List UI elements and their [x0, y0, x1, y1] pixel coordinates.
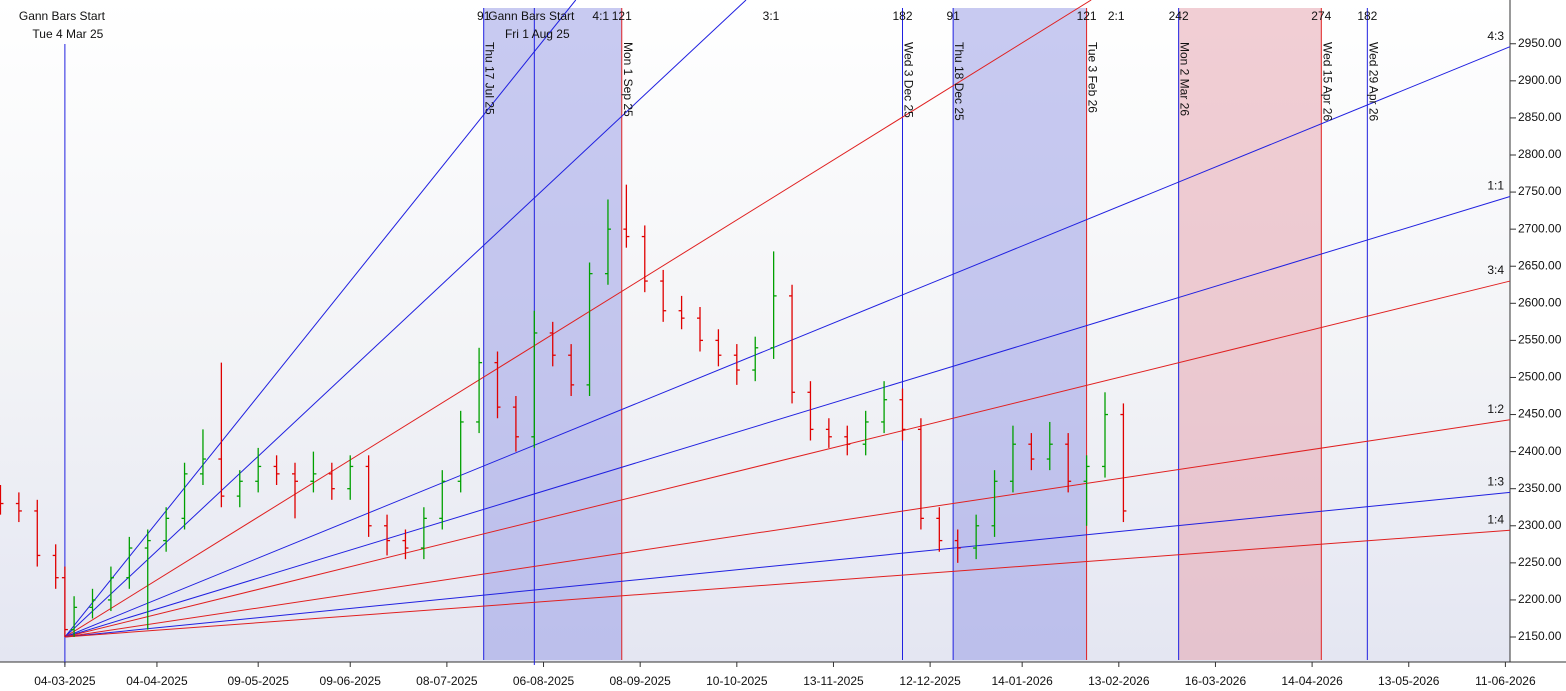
y-tick-label: 2400.00 — [1518, 444, 1562, 458]
y-tick-label: 2600.00 — [1518, 295, 1562, 309]
y-tick-label: 2300.00 — [1518, 518, 1562, 532]
fan-label: 2:1 — [1108, 9, 1125, 23]
x-tick-label: 12-12-2025 — [899, 674, 961, 688]
y-tick-label: 2950.00 — [1518, 36, 1562, 50]
anchor-date: Tue 4 Mar 25 — [32, 27, 103, 41]
time-line-date: Mon 1 Sep 25 — [621, 42, 635, 117]
y-tick-label: 2350.00 — [1518, 481, 1562, 495]
time-line-date: Tue 3 Feb 26 — [1086, 42, 1100, 113]
x-tick-label: 16-03-2026 — [1185, 674, 1247, 688]
fan-label: 1:2 — [1487, 402, 1504, 416]
price-bars — [0, 184, 1127, 638]
x-tick-label: 13-02-2026 — [1088, 674, 1150, 688]
y-tick-label: 2200.00 — [1518, 592, 1562, 606]
fan-line — [64, 0, 1092, 638]
fan-label: 1:1 — [1487, 179, 1504, 193]
y-tick-label: 2850.00 — [1518, 110, 1562, 124]
fan-line — [64, 491, 1511, 638]
x-tick-label: 13-05-2026 — [1378, 674, 1440, 688]
y-tick-label: 2700.00 — [1518, 221, 1562, 235]
x-tick-label: 04-04-2025 — [126, 674, 188, 688]
bar-count: 121 — [1077, 9, 1097, 23]
x-tick-label: 08-07-2025 — [416, 674, 478, 688]
y-tick-label: 2650.00 — [1518, 258, 1562, 272]
anchor-title: Gann Bars Start — [488, 9, 575, 23]
time-band — [1178, 8, 1322, 660]
x-tick-label: 09-05-2025 — [227, 674, 289, 688]
bar-count: 182 — [892, 9, 912, 23]
time-band — [953, 8, 1087, 660]
time-line-date: Thu 18 Dec 25 — [952, 42, 966, 121]
fan-line — [64, 280, 1511, 638]
lines — [64, 0, 1511, 665]
x-tick-label: 09-06-2025 — [320, 674, 382, 688]
bar-count: 91 — [946, 9, 960, 23]
time-line-date: Wed 15 Apr 26 — [1320, 42, 1334, 121]
anchor-date: Fri 1 Aug 25 — [505, 27, 570, 41]
time-line-date: Wed 29 Apr 26 — [1366, 42, 1380, 121]
x-tick-label: 13-11-2025 — [803, 674, 864, 688]
x-tick-label: 14-01-2026 — [991, 674, 1053, 688]
time-line-date: Wed 3 Dec 25 — [902, 42, 916, 118]
bar-count: 274 — [1311, 9, 1331, 23]
y-tick-label: 2150.00 — [1518, 629, 1562, 643]
bar-count: 182 — [1357, 9, 1377, 23]
y-tick-label: 2750.00 — [1518, 184, 1562, 198]
fan-label: 3:4 — [1487, 263, 1504, 277]
y-tick-label: 2800.00 — [1518, 147, 1562, 161]
x-tick-label: 06-08-2025 — [513, 674, 575, 688]
fan-label: 4:3 — [1487, 29, 1504, 43]
anchor-title: Gann Bars Start — [19, 9, 106, 23]
y-tick-label: 2250.00 — [1518, 555, 1562, 569]
y-tick-label: 2550.00 — [1518, 333, 1562, 347]
y-tick-label: 2450.00 — [1518, 407, 1562, 421]
bar-count: 91 — [477, 9, 491, 23]
x-tick-label: 14-04-2026 — [1281, 674, 1343, 688]
bands — [483, 8, 1322, 660]
fan-line — [64, 196, 1511, 638]
fan-label: 3:1 — [763, 9, 780, 23]
x-tick-label: 11-06-2026 — [1475, 674, 1536, 688]
fan-line — [64, 0, 747, 638]
y-tick-label: 2500.00 — [1518, 370, 1562, 384]
bar-count: 242 — [1169, 9, 1189, 23]
fan-line — [64, 419, 1511, 638]
fan-line — [64, 0, 577, 638]
time-line-date: Thu 17 Jul 25 — [483, 42, 497, 115]
fan-label: 1:4 — [1487, 512, 1504, 526]
x-tick-label: 08-09-2025 — [609, 674, 671, 688]
x-tick-label: 04-03-2025 — [34, 674, 96, 688]
fan-label: 1:3 — [1487, 475, 1504, 489]
fan-label: 4:1 — [592, 9, 609, 23]
fan-line — [64, 529, 1511, 638]
x-tick-label: 10-10-2025 — [706, 674, 768, 688]
bar-count: 121 — [612, 9, 632, 23]
fan-line — [64, 46, 1511, 638]
y-tick-label: 2900.00 — [1518, 73, 1562, 87]
labels: 2150.00 2200.00 2250.00 2300.00 2350.00 2400.… — [19, 9, 1562, 688]
time-line-date: Mon 2 Mar 26 — [1178, 42, 1192, 116]
